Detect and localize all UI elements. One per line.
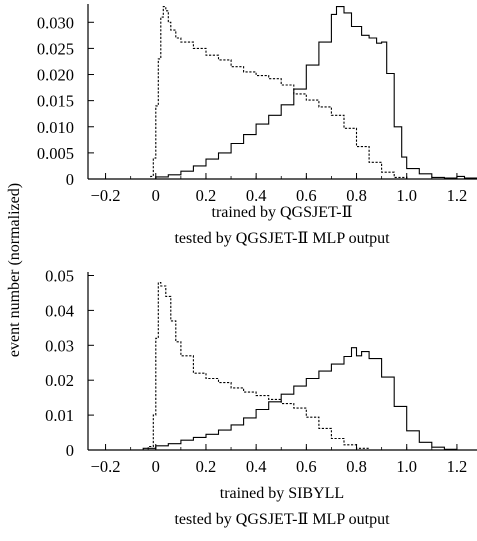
x-tick-label: 0.8 — [346, 186, 367, 205]
x-tick-label: 0.2 — [196, 186, 217, 205]
x-tick-label: 0.8 — [346, 457, 367, 476]
x-tick-label: 0 — [152, 457, 160, 476]
y-tick-label: 0.03 — [45, 336, 74, 355]
y-tick-label: 0 — [66, 170, 74, 189]
y-tick-label: 0.020 — [37, 66, 74, 85]
series-dashed — [88, 281, 477, 451]
x-tick-label: 0.4 — [246, 457, 267, 476]
y-tick-label: 0.025 — [37, 39, 74, 58]
y-tick-label: 0.005 — [37, 144, 74, 163]
x-tick-label: 0.2 — [196, 457, 217, 476]
y-tick-label: 0.010 — [37, 118, 74, 137]
caption-line-1: trained by SIBYLL — [220, 485, 344, 502]
y-tick-label: 0.05 — [45, 266, 74, 285]
x-tick-label: 1.2 — [447, 457, 468, 476]
series-dashed — [88, 6, 477, 180]
x-tick-label: −0.2 — [91, 457, 121, 476]
caption-line-2: tested by QGSJET-Ⅱ MLP output — [174, 511, 390, 528]
series-solid — [88, 347, 477, 451]
y-tick-label: 0 — [66, 441, 74, 460]
y-tick-label: 0.01 — [45, 406, 74, 425]
y-tick-label: 0.02 — [45, 371, 74, 390]
x-tick-label: 0.6 — [296, 457, 317, 476]
x-tick-label: 1.0 — [396, 186, 417, 205]
caption-line-2: tested by QGSJET-Ⅱ MLP output — [174, 230, 390, 247]
x-tick-label: 0.4 — [246, 186, 267, 205]
x-tick-label: 0.6 — [296, 186, 317, 205]
caption-line-1: trained by QGSJET-Ⅱ — [212, 204, 353, 221]
y-tick-label: 0.04 — [45, 301, 74, 320]
chart-top: −0.2 0 0.2 0.4 0.6 0.8 1.0 1.2 0 0.005 0.010 0.015 0… — [37, 4, 477, 247]
y-tick-label: 0.015 — [37, 92, 74, 111]
series-solid — [88, 6, 477, 180]
chart-bottom: −0.2 0 0.2 0.4 0.6 0.8 1.0 1.2 0 0.01 0.02 0.03 0.04… — [45, 266, 477, 528]
x-tick-label: 0 — [152, 186, 160, 205]
y-tick-label: 0.030 — [37, 13, 74, 32]
y-axis-label: event number (normalized) — [6, 183, 23, 357]
x-tick-label: 1.2 — [447, 186, 468, 205]
x-tick-label: 1.0 — [396, 457, 417, 476]
x-tick-label: −0.2 — [91, 186, 121, 205]
